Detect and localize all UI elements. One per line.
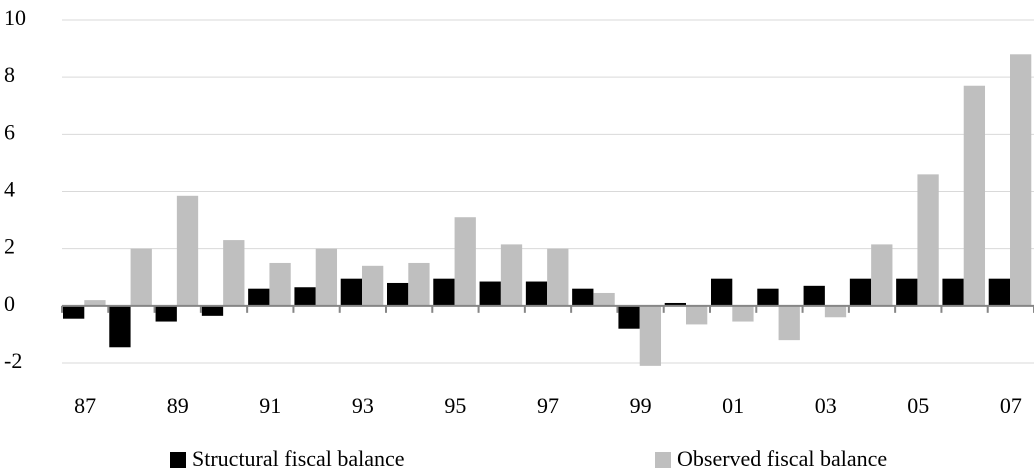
y-tick-label: 6	[4, 119, 15, 144]
bar	[130, 248, 152, 306]
bar	[732, 305, 754, 322]
bar	[387, 282, 409, 306]
bar	[525, 281, 548, 306]
bar	[362, 265, 384, 306]
bar	[963, 85, 986, 306]
legend-swatch	[655, 452, 671, 468]
bar	[454, 217, 476, 306]
bar	[639, 305, 662, 366]
bar	[315, 248, 338, 306]
bar	[896, 278, 918, 306]
bar	[711, 278, 733, 306]
y-tick-label: 8	[4, 62, 15, 87]
bar	[757, 288, 779, 306]
bar	[155, 305, 177, 322]
bar	[664, 302, 687, 306]
bar	[618, 305, 640, 329]
y-tick-label: -2	[4, 348, 22, 373]
x-tick-label: 91	[259, 393, 281, 418]
bar	[572, 288, 594, 306]
bar	[849, 278, 872, 306]
x-tick-label: 03	[815, 393, 837, 418]
legend-swatch	[170, 452, 186, 468]
bar	[109, 305, 131, 348]
x-tick-label: 93	[352, 393, 374, 418]
bar	[269, 262, 291, 306]
x-tick-label: 05	[907, 393, 929, 418]
bar	[547, 248, 569, 306]
bar	[408, 262, 430, 306]
x-tick-label: 99	[630, 393, 652, 418]
bar	[803, 285, 825, 306]
bar	[1010, 54, 1032, 306]
bar	[340, 278, 363, 306]
legend-label: Structural fiscal balance	[192, 446, 405, 471]
bar	[942, 278, 964, 306]
bar	[84, 300, 106, 306]
x-tick-label: 87	[74, 393, 96, 418]
bar	[479, 281, 501, 306]
bar	[871, 244, 893, 306]
bar	[223, 240, 245, 306]
bar	[248, 288, 270, 306]
bar	[201, 305, 224, 316]
bar	[176, 195, 199, 306]
bar	[500, 244, 523, 306]
x-tick-label: 95	[444, 393, 466, 418]
legend-label: Observed fiscal balance	[677, 446, 887, 471]
bar	[824, 305, 847, 318]
bar	[294, 287, 316, 306]
bar	[988, 278, 1011, 306]
bar	[433, 278, 455, 306]
y-tick-label: 0	[4, 291, 15, 316]
bar	[917, 174, 939, 306]
x-tick-label: 89	[167, 393, 189, 418]
bar	[686, 305, 708, 325]
x-tick-label: 97	[537, 393, 559, 418]
y-tick-label: 10	[4, 5, 26, 30]
bar	[778, 305, 800, 341]
bar	[593, 292, 615, 306]
y-tick-label: 2	[4, 234, 15, 259]
y-tick-label: 4	[4, 177, 15, 202]
x-tick-label: 01	[722, 393, 744, 418]
x-tick-label: 07	[1000, 393, 1022, 418]
bar	[63, 305, 85, 319]
